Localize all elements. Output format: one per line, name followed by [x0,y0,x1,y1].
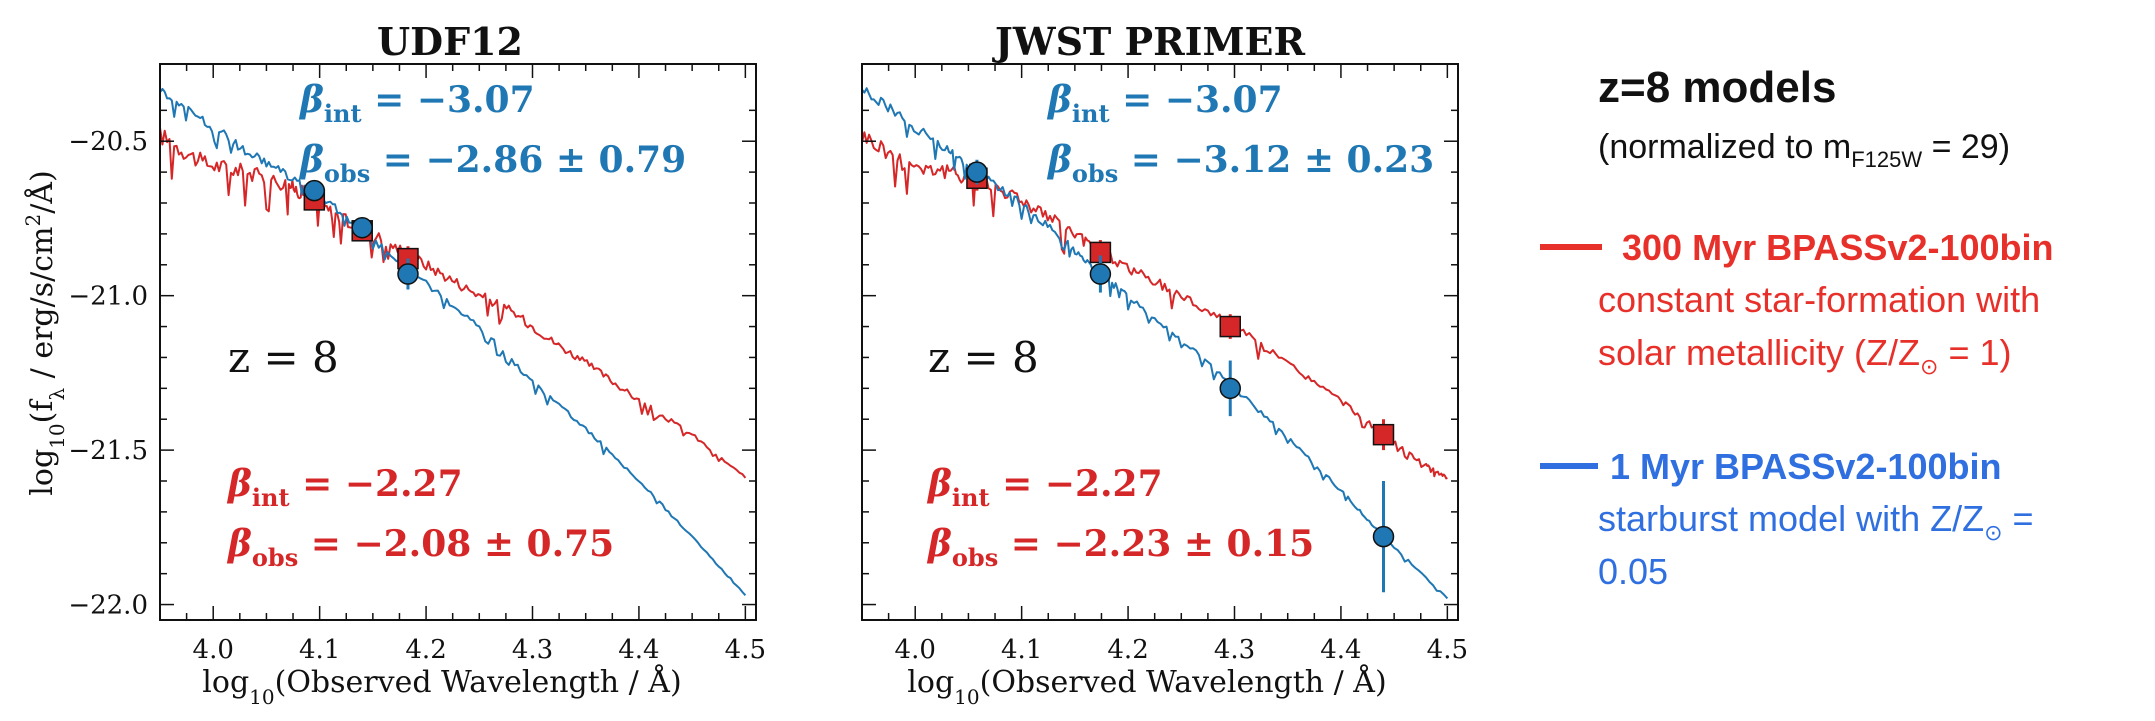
x-tick-label: 4.4 [618,635,659,665]
blue-data-point [351,216,373,239]
y-axis-label: log10(fλ / erg/s/cm2/Å) [21,170,69,495]
y-tick-label: −22.0 [68,591,148,621]
blue-data-point [303,179,326,202]
blue-data-point [966,161,988,183]
blue-model-spectrum-line [861,87,1449,600]
x-tick-label: 4.5 [725,635,766,665]
chart-title: UDF12 [377,19,523,64]
beta-obs-red-label: βobs = −2.23 ± 0.15 [926,523,1314,572]
plot-area: 4.0 4.1 4.2 4.3 4.4 4.5 −20.5 −21.0 −21.5 −22.0 [68,63,766,665]
red-model-spectrum-line [861,131,1448,480]
blue-data-point [1219,377,1241,400]
x-tick-label: 4.0 [193,635,234,665]
normalization-note: (normalized to mF125W = 29) [1598,128,2010,172]
legend-red-description-line1: constant star-formation with [1598,279,2040,320]
blue-data-point [1089,263,1112,285]
beta-int-blue-label: βint = −3.07 [1046,79,1283,128]
blue-model-spectrum-line [159,87,747,596]
chart-title: JWST PRIMER [992,19,1306,64]
red-model-spectrum-line [159,127,747,479]
legend-heading: z=8 models [1598,63,1836,112]
beta-obs-blue-label: βobs = −3.12 ± 0.23 [1046,139,1434,188]
x-tick-label: 4.3 [512,635,553,665]
beta-int-red-label: βint = −2.27 [226,463,463,512]
y-tick-label: −21.5 [68,436,148,466]
redshift-annotation: z = 8 [928,333,1039,382]
legend-panel: z=8 models (normalized to mF125W = 29) 3… [1540,63,2054,592]
beta-obs-red-label: βobs = −2.08 ± 0.75 [226,523,614,572]
beta-int-red-label: βint = −2.27 [926,463,1163,512]
x-tick-label: 4.4 [1320,635,1361,665]
legend-red-model-name: 300 Myr BPASSv2-100bin [1622,227,2054,268]
plot-area: 4.0 4.1 4.2 4.3 4.4 4.5 [861,63,1468,665]
x-tick-label: 4.1 [299,635,340,665]
beta-int-blue-label: βint = −3.07 [298,79,535,128]
blue-data-point [397,263,419,285]
x-tick-label: 4.5 [1427,635,1468,665]
red-data-point [1219,315,1241,338]
blue-data-point [1372,525,1395,548]
x-axis-label: log10(Observed Wavelength / Å) [202,664,681,709]
legend-blue-description-line1: starburst model with Z/Z⊙ = [1598,498,2034,545]
legend-blue-description-line2: 0.05 [1598,551,1668,592]
chart-panel-udf12: UDF12 4.0 4.1 4.2 4.3 4.4 4.5 −20.5 −21.0 −21.5 −… [21,19,766,709]
x-tick-label: 4.2 [405,635,446,665]
x-tick-label: 4.3 [1214,635,1255,665]
redshift-annotation: z = 8 [228,333,339,382]
legend-red-description-line2: solar metallicity (Z/Z⊙ = 1) [1598,332,2012,379]
plot-frame [861,63,1459,621]
x-tick-label: 4.1 [1001,635,1042,665]
beta-obs-blue-label: βobs = −2.86 ± 0.79 [298,139,686,188]
chart-panel-jwst-primer: JWST PRIMER 4.0 4.1 4.2 4.3 4.4 4.5 log10(Obs… [861,19,1468,709]
legend-blue-model-name: 1 Myr BPASSv2-100bin [1610,446,2001,487]
red-data-point [1372,423,1395,446]
plot-frame [159,63,757,621]
y-tick-label: −20.5 [68,127,148,157]
x-tick-label: 4.2 [1107,635,1148,665]
x-axis-label: log10(Observed Wavelength / Å) [907,664,1386,709]
y-tick-label: −21.0 [68,282,148,312]
x-tick-label: 4.0 [895,635,936,665]
